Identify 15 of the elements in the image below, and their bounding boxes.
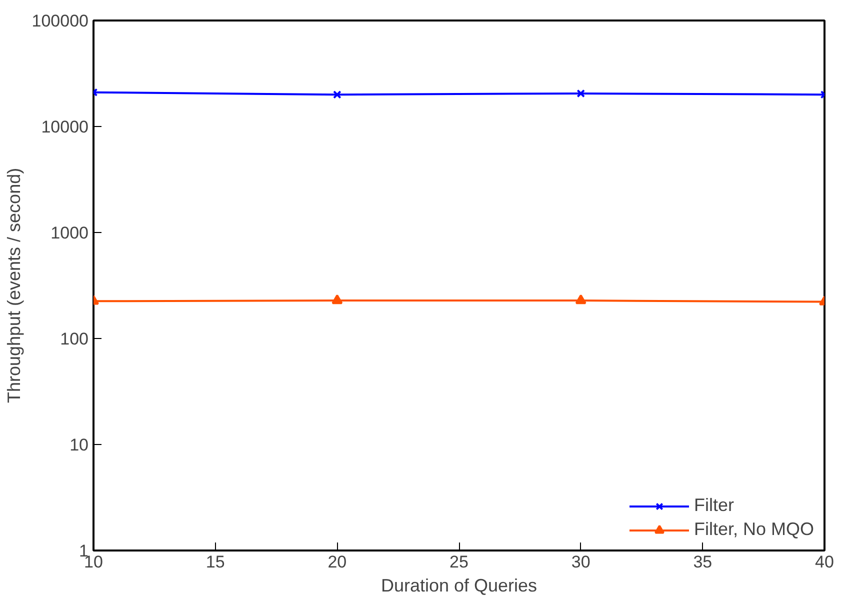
y-tick-label: 1000 (50, 224, 89, 242)
y-axis-title: Throughput (events / second) (4, 168, 24, 404)
x-tick-label: 20 (328, 552, 347, 572)
x-tick-label: 30 (571, 552, 590, 572)
x-tick-label: 35 (693, 552, 712, 572)
x-axis-title: Duration of Queries (380, 576, 538, 596)
y-tick-label: 100 (60, 330, 89, 348)
x-tick-label: 40 (815, 552, 834, 572)
x-tick-label: 15 (206, 552, 225, 572)
y-tick-label: 10000 (41, 118, 89, 136)
y-tick-label: 100000 (32, 12, 89, 30)
legend-label: Filter, No MQO (694, 519, 814, 540)
y-tick-label: 10 (70, 436, 89, 454)
legend-label: Filter (694, 495, 734, 516)
x-tick-label: 25 (450, 552, 468, 572)
